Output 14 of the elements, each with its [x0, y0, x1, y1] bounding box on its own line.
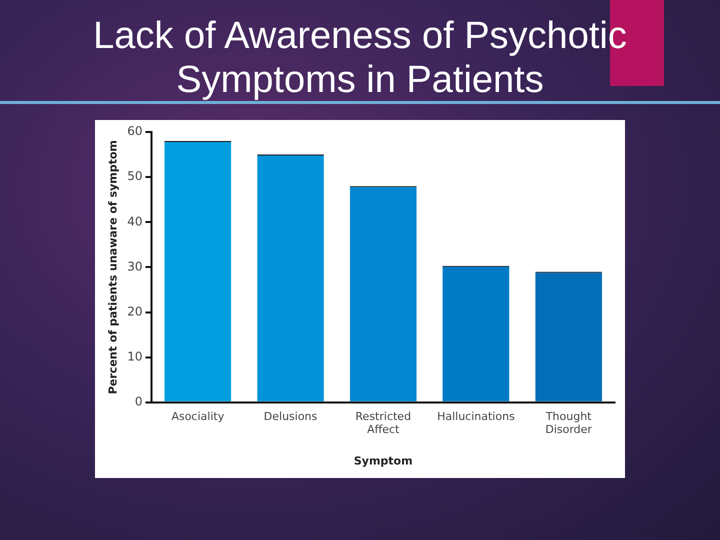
- x-tick-label: Delusions: [264, 410, 318, 423]
- y-tick-label: 20: [127, 304, 142, 318]
- x-axis-title: Symptom: [354, 454, 413, 468]
- y-axis-title: Percent of patients unaware of symptom: [106, 140, 120, 394]
- y-tick-label: 10: [127, 349, 142, 364]
- y-tick-label: 30: [127, 259, 142, 274]
- x-tick-label: Asociality: [171, 410, 225, 423]
- x-tick-label: Restricted Affect: [355, 410, 412, 436]
- y-tick-label: 60: [127, 124, 142, 138]
- y-tick-label: 0: [134, 394, 142, 409]
- x-tick-label: Thought Disorder: [544, 410, 592, 436]
- x-tick-label: Hallucinations: [437, 410, 516, 423]
- y-tick-label: 50: [127, 169, 142, 184]
- y-tick-label: 40: [127, 214, 142, 228]
